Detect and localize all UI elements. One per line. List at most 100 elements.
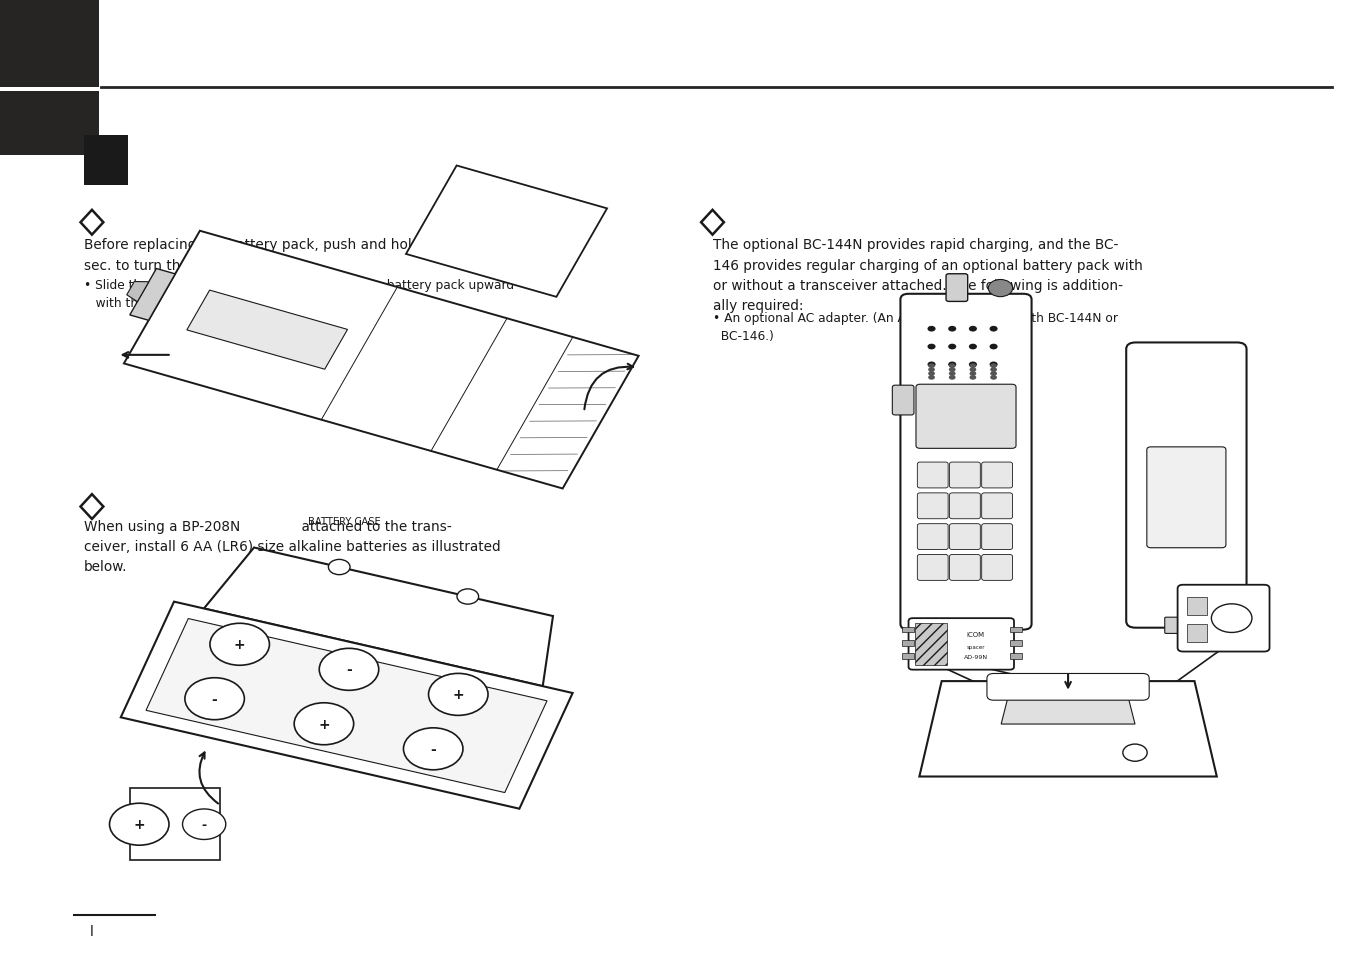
FancyBboxPatch shape <box>982 462 1013 488</box>
Polygon shape <box>124 232 638 489</box>
FancyBboxPatch shape <box>917 385 1017 449</box>
Circle shape <box>990 375 996 380</box>
Polygon shape <box>130 269 176 321</box>
Circle shape <box>927 375 936 380</box>
FancyBboxPatch shape <box>982 524 1013 550</box>
Polygon shape <box>187 291 347 370</box>
Circle shape <box>948 327 956 333</box>
Circle shape <box>948 362 956 368</box>
FancyBboxPatch shape <box>1164 618 1209 634</box>
FancyBboxPatch shape <box>982 555 1013 580</box>
Circle shape <box>927 362 936 368</box>
Polygon shape <box>146 618 548 793</box>
Circle shape <box>295 703 354 745</box>
Text: -: - <box>346 662 352 677</box>
FancyBboxPatch shape <box>1178 585 1270 652</box>
Polygon shape <box>915 623 946 665</box>
FancyBboxPatch shape <box>982 494 1013 519</box>
FancyBboxPatch shape <box>917 462 948 488</box>
Circle shape <box>949 372 956 376</box>
Text: • An optional AC adapter. (An AD-99N is supplied with BC-144N or
  BC-146.): • An optional AC adapter. (An AD-99N is … <box>713 312 1118 343</box>
FancyBboxPatch shape <box>0 91 99 156</box>
Polygon shape <box>919 681 1217 777</box>
Text: • Slide the battery release forward, then pull the battery pack upward
   with t: • Slide the battery release forward, the… <box>84 278 514 310</box>
FancyBboxPatch shape <box>1126 343 1247 628</box>
Text: BATTERY CASE: BATTERY CASE <box>308 517 381 526</box>
Circle shape <box>990 344 998 350</box>
Circle shape <box>319 649 379 691</box>
Bar <box>1010 640 1022 646</box>
Text: -: - <box>212 692 218 706</box>
FancyBboxPatch shape <box>987 674 1149 700</box>
Circle shape <box>927 344 936 350</box>
Circle shape <box>990 368 996 373</box>
FancyBboxPatch shape <box>949 555 980 580</box>
FancyBboxPatch shape <box>949 494 980 519</box>
Circle shape <box>969 362 977 368</box>
FancyBboxPatch shape <box>1146 447 1226 548</box>
Circle shape <box>948 344 956 350</box>
FancyBboxPatch shape <box>0 0 99 88</box>
Circle shape <box>210 623 269 665</box>
Circle shape <box>185 678 245 720</box>
Text: l: l <box>91 924 93 939</box>
Circle shape <box>969 344 977 350</box>
FancyBboxPatch shape <box>917 524 948 550</box>
Text: -: - <box>430 742 437 756</box>
Text: -: - <box>201 818 207 831</box>
FancyBboxPatch shape <box>84 136 128 186</box>
Circle shape <box>990 362 998 368</box>
Text: iCOM: iCOM <box>967 631 986 638</box>
Bar <box>1187 598 1207 616</box>
Bar <box>1187 624 1207 642</box>
Circle shape <box>927 372 936 376</box>
Text: AD-99N: AD-99N <box>964 655 988 659</box>
Text: +: + <box>234 638 246 652</box>
Text: +: + <box>453 688 464 701</box>
Circle shape <box>457 589 479 604</box>
Circle shape <box>329 559 350 575</box>
Text: spacer: spacer <box>967 644 986 649</box>
Circle shape <box>927 364 936 369</box>
Circle shape <box>927 327 936 333</box>
Circle shape <box>990 364 996 369</box>
Circle shape <box>990 372 996 376</box>
FancyBboxPatch shape <box>900 294 1032 630</box>
Circle shape <box>969 364 976 369</box>
FancyBboxPatch shape <box>909 618 1014 670</box>
Text: Before replacing the battery pack, push and hold              for 1
sec. to turn: Before replacing the battery pack, push … <box>84 238 514 273</box>
Circle shape <box>110 803 169 845</box>
Circle shape <box>969 327 977 333</box>
Bar <box>902 640 914 646</box>
Polygon shape <box>130 788 220 861</box>
Circle shape <box>988 280 1013 297</box>
Text: +: + <box>134 818 145 831</box>
Polygon shape <box>1000 683 1136 724</box>
Circle shape <box>429 674 488 716</box>
FancyBboxPatch shape <box>949 524 980 550</box>
Circle shape <box>969 375 976 380</box>
Circle shape <box>183 809 226 840</box>
Circle shape <box>403 728 462 770</box>
FancyBboxPatch shape <box>946 274 968 302</box>
Bar <box>1010 627 1022 633</box>
FancyBboxPatch shape <box>949 462 980 488</box>
Polygon shape <box>406 167 607 297</box>
Circle shape <box>949 364 956 369</box>
Bar <box>1010 654 1022 659</box>
Circle shape <box>969 368 976 373</box>
Bar <box>902 654 914 659</box>
Circle shape <box>927 368 936 373</box>
Polygon shape <box>120 602 573 809</box>
FancyBboxPatch shape <box>917 494 948 519</box>
Circle shape <box>949 375 956 380</box>
FancyBboxPatch shape <box>892 386 914 416</box>
Text: The optional BC-144N provides rapid charging, and the BC-
146 provides regular c: The optional BC-144N provides rapid char… <box>713 238 1142 313</box>
Text: When using a BP-208N              attached to the trans-
ceiver, install 6 AA (L: When using a BP-208N attached to the tra… <box>84 519 500 574</box>
FancyBboxPatch shape <box>917 555 948 580</box>
Circle shape <box>1211 604 1252 633</box>
Polygon shape <box>127 282 149 302</box>
Circle shape <box>990 327 998 333</box>
Circle shape <box>1124 744 1146 761</box>
Circle shape <box>969 372 976 376</box>
